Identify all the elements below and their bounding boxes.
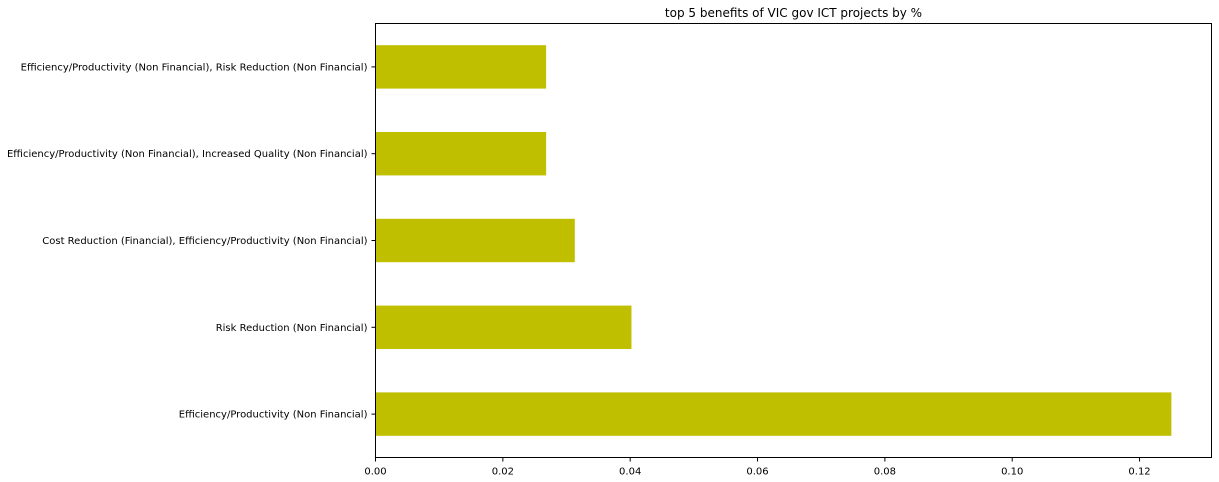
bar-3 [375,132,547,176]
y-tick-label: Risk Reduction (Non Financial) [216,323,368,334]
y-tick-label: Cost Reduction (Financial), Efficiency/P… [42,236,367,247]
x-tick-label: 0.02 [492,467,514,478]
bars-group [375,45,1172,436]
bar-1 [375,305,632,349]
y-tick-label: Efficiency/Productivity (Non Financial),… [7,149,368,160]
y-tick-label: Efficiency/Productivity (Non Financial) [179,410,368,421]
x-tick-label: 0.00 [364,467,386,478]
x-tick-label: 0.12 [1128,467,1150,478]
y-axis-ticks: Efficiency/Productivity (Non Financial) R… [7,62,376,421]
chart-title: top 5 benefits of VIC gov ICT projects b… [665,6,922,20]
bar-4 [375,45,547,89]
x-tick-label: 0.10 [1001,467,1023,478]
x-tick-label: 0.06 [746,467,768,478]
bar-0 [375,392,1172,436]
x-tick-label: 0.04 [619,467,641,478]
x-tick-label: 0.08 [874,467,896,478]
x-axis-ticks: 0.00 0.02 0.04 0.06 0.08 0.10 0.12 [364,457,1151,478]
plot-frame [375,23,1212,458]
bar-2 [375,218,575,263]
y-tick-label: Efficiency/Productivity (Non Financial),… [21,62,368,73]
